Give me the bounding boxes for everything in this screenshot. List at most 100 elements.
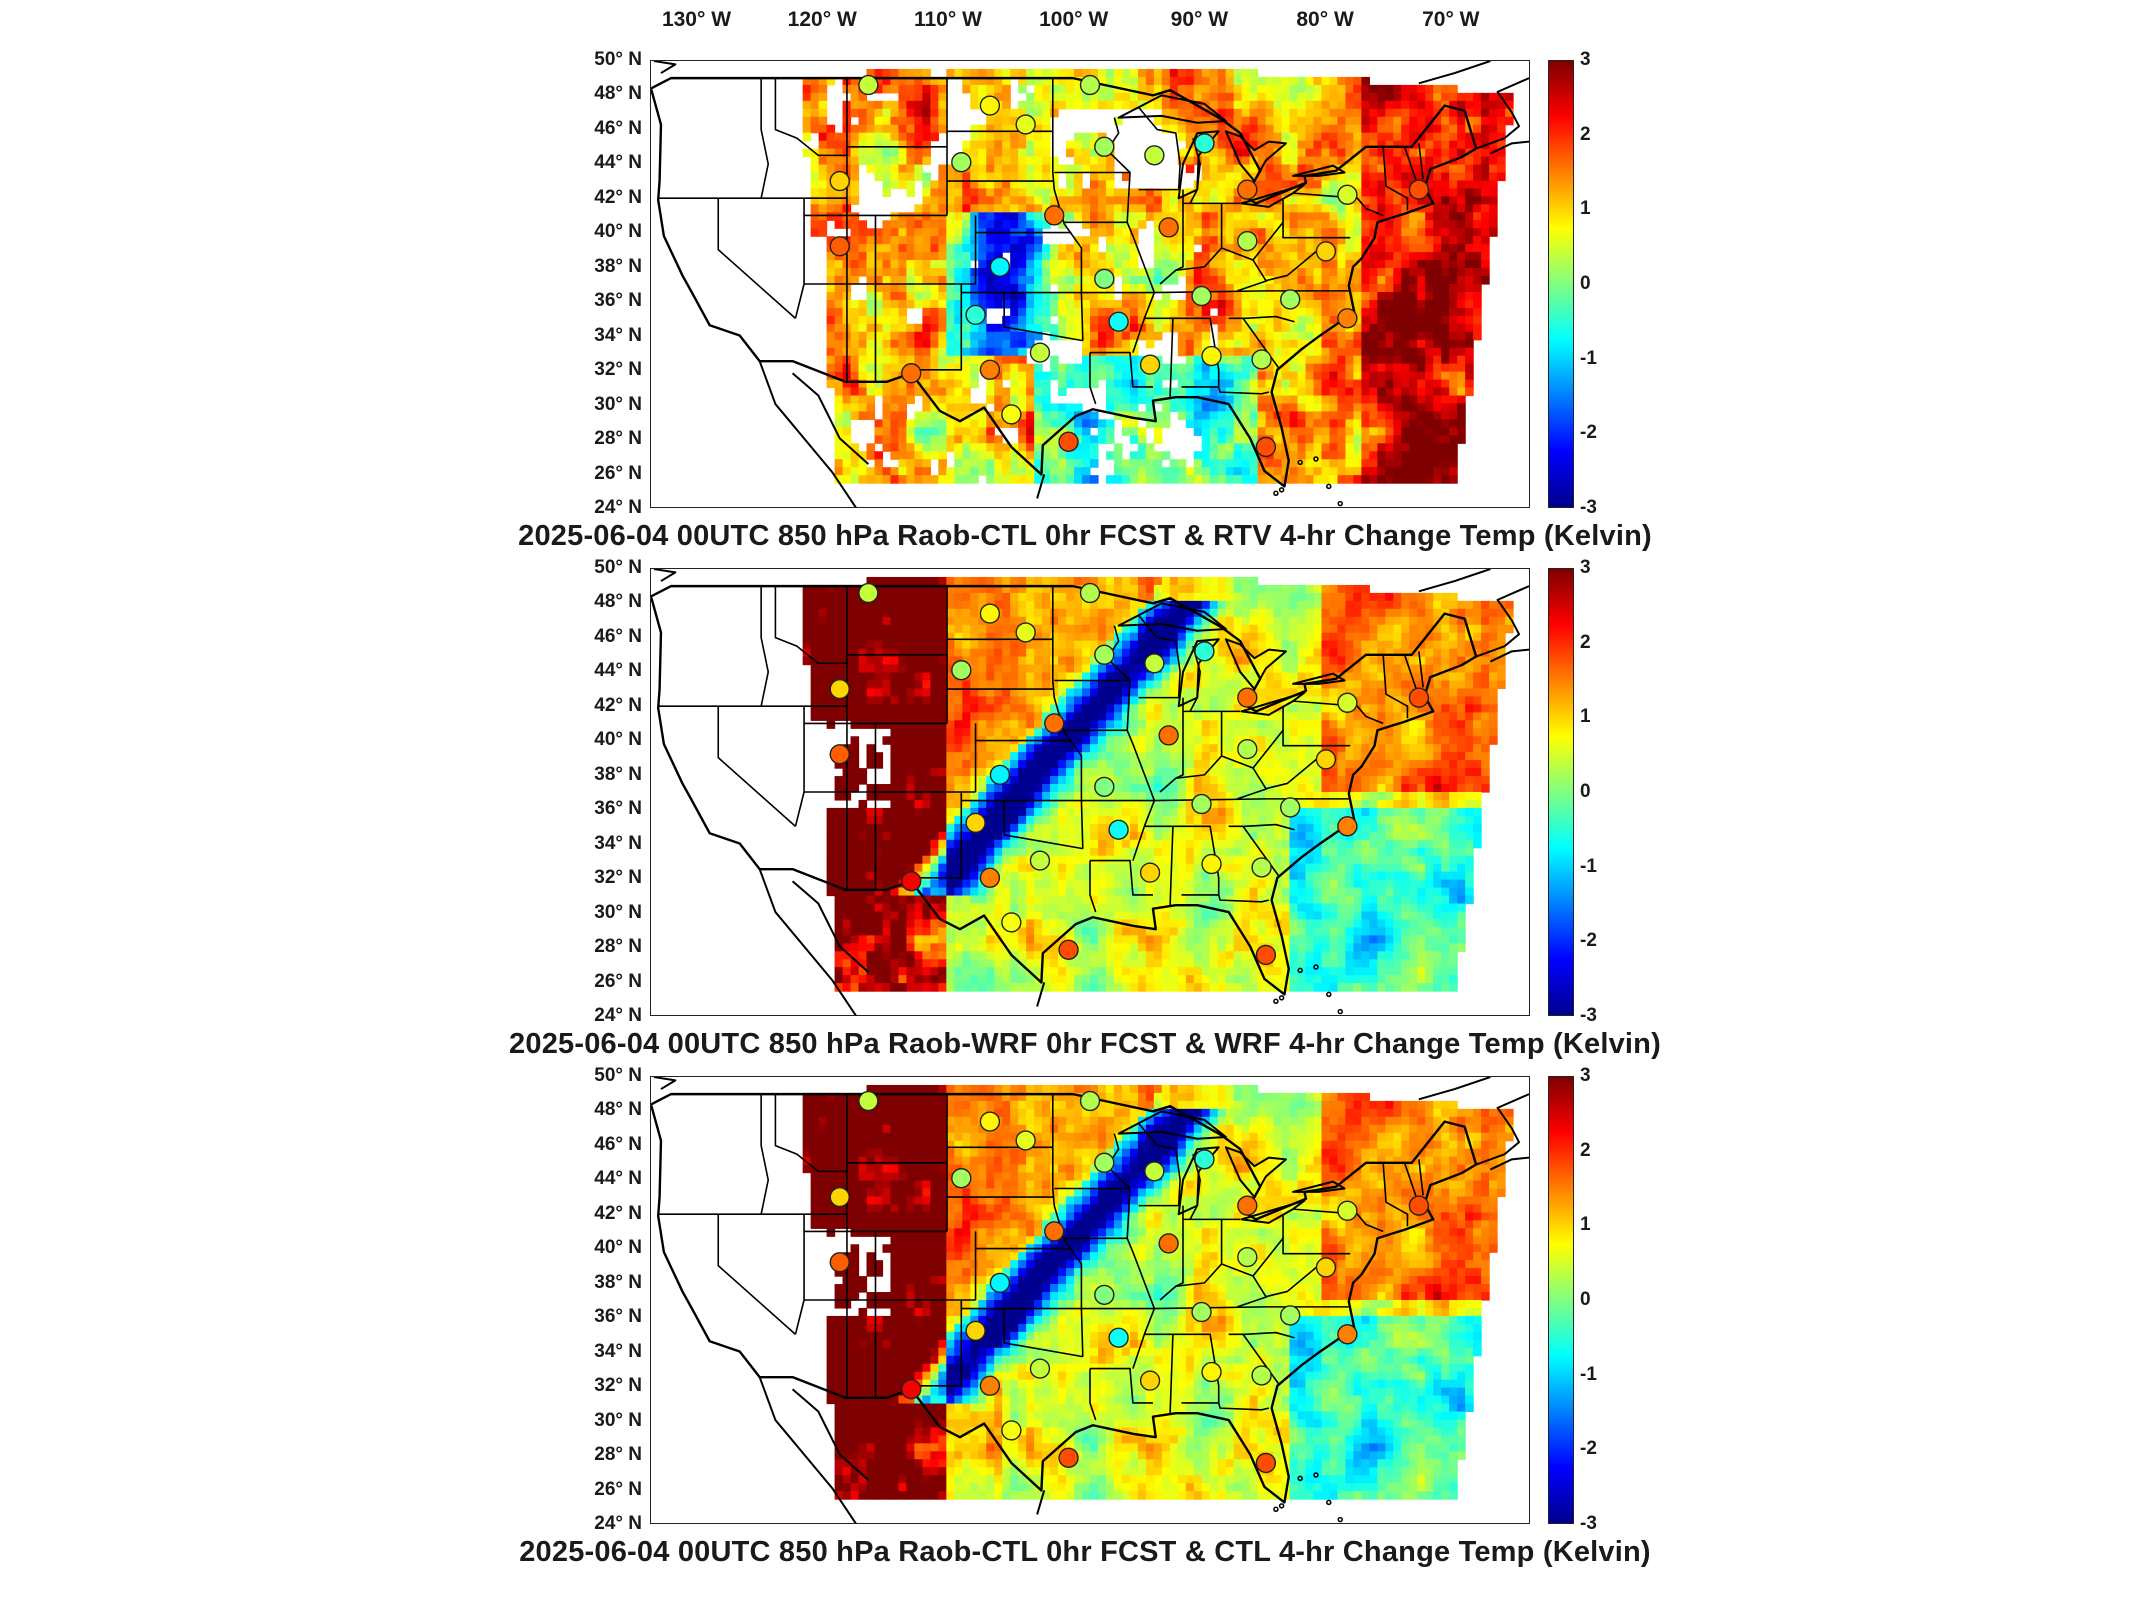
raob-station-marker bbox=[1315, 241, 1337, 262]
latitude-label: 50° N bbox=[594, 1065, 642, 1086]
raob-station-marker bbox=[1255, 1452, 1277, 1474]
colorbar-tick: 1 bbox=[1580, 706, 1591, 728]
raob-station-marker bbox=[1337, 1324, 1358, 1345]
state-boundary bbox=[1175, 202, 1223, 272]
coastline bbox=[791, 372, 870, 465]
colorbar-tick: -2 bbox=[1580, 930, 1597, 952]
raob-station-marker bbox=[1001, 404, 1022, 425]
longitude-label: 90° W bbox=[1170, 8, 1229, 31]
latitude-label: 50° N bbox=[594, 49, 642, 70]
colorbar bbox=[1548, 60, 1574, 508]
raob-station-marker bbox=[979, 1111, 1001, 1132]
colorbar-tick: 0 bbox=[1580, 273, 1591, 294]
colorbar-tick: 2 bbox=[1580, 1139, 1591, 1161]
state-boundary bbox=[1418, 143, 1424, 180]
raob-station-marker bbox=[1158, 725, 1179, 746]
colorbar-tick: -2 bbox=[1580, 1438, 1597, 1460]
latitude-label: 30° N bbox=[594, 1409, 642, 1431]
coastline bbox=[1418, 569, 1491, 593]
state-boundary bbox=[1089, 1368, 1097, 1421]
state-boundary bbox=[1081, 1307, 1156, 1369]
state-boundary bbox=[1242, 1333, 1280, 1385]
panel-title: 2025-06-04 00UTC 850 hPa Raob-CTL 0hr FC… bbox=[518, 520, 1652, 552]
latitude-axis-labels: 50° N 48° N 46° N 44° N 42° N 40° N 38° N 36° N… bbox=[570, 1065, 642, 1534]
longitude-label: 130° W bbox=[661, 8, 732, 31]
raob-station-marker bbox=[1079, 582, 1101, 604]
raob-station-marker bbox=[829, 1252, 850, 1273]
coastline bbox=[1489, 1156, 1529, 1171]
colorbar-tick: -1 bbox=[1580, 855, 1597, 877]
colorbar bbox=[1548, 568, 1574, 1016]
geographic-boundaries bbox=[651, 61, 1529, 507]
raob-station-marker bbox=[979, 603, 1001, 624]
raob-station-marker bbox=[1337, 692, 1358, 713]
latitude-label: 48° N bbox=[594, 1099, 642, 1121]
latitude-label: 48° N bbox=[594, 83, 642, 105]
latitude-label: 34° N bbox=[594, 832, 642, 854]
island bbox=[1273, 1506, 1279, 1513]
raob-station-marker bbox=[1251, 349, 1272, 370]
state-boundary bbox=[1106, 625, 1156, 801]
map-panel-2: 50° N 48° N 46° N 44° N 42° N 40° N 38° N 36° N… bbox=[0, 0, 2133, 1060]
raob-station-marker bbox=[1280, 289, 1301, 310]
us-coastline bbox=[651, 76, 1478, 488]
colorbar-tick: 0 bbox=[1580, 781, 1591, 802]
raob-station-marker bbox=[1237, 1195, 1258, 1216]
raob-station-marker bbox=[1058, 939, 1079, 960]
raob-station-marker bbox=[1337, 1200, 1358, 1221]
latitude-label: 28° N bbox=[594, 1444, 642, 1466]
state-boundary bbox=[1106, 117, 1156, 293]
latitude-label: 30° N bbox=[594, 901, 642, 923]
raob-station-marker bbox=[1201, 345, 1222, 367]
island bbox=[1278, 995, 1285, 1001]
latitude-label: 26° N bbox=[594, 1478, 642, 1500]
raob-station-marker bbox=[1194, 641, 1215, 662]
state-boundary bbox=[1237, 787, 1268, 800]
island bbox=[1313, 964, 1319, 970]
raob-station-marker bbox=[1191, 1301, 1212, 1323]
coastline bbox=[1489, 648, 1529, 663]
island bbox=[1278, 487, 1285, 493]
latitude-label: 42° N bbox=[594, 694, 642, 716]
state-boundary bbox=[774, 1094, 847, 1173]
raob-station-marker bbox=[829, 170, 850, 192]
colorbar-tick: 1 bbox=[1580, 198, 1591, 220]
latitude-label: 36° N bbox=[594, 1306, 642, 1328]
coastline bbox=[791, 1388, 870, 1481]
state-boundary bbox=[909, 1300, 963, 1387]
raob-station-marker bbox=[829, 678, 850, 700]
raob-station-marker bbox=[951, 1168, 972, 1189]
raob-station-marker bbox=[1315, 749, 1337, 770]
state-boundary bbox=[794, 706, 805, 827]
state-boundary bbox=[1292, 700, 1384, 725]
state-boundary bbox=[909, 792, 963, 879]
raob-station-marker bbox=[1144, 653, 1165, 674]
state-boundary bbox=[1217, 1402, 1269, 1411]
raob-station-marker bbox=[1139, 862, 1161, 883]
raob-station-marker bbox=[1280, 797, 1301, 818]
raob-station-marker bbox=[1029, 850, 1051, 871]
longitude-label: 110° W bbox=[913, 8, 982, 31]
state-boundary bbox=[1282, 1214, 1351, 1255]
raob-station-marker bbox=[901, 871, 922, 892]
temperature-change-map bbox=[650, 1076, 1530, 1524]
latitude-label: 42° N bbox=[594, 1202, 642, 1224]
raob-station-marker bbox=[1108, 311, 1129, 332]
state-boundary bbox=[760, 78, 770, 199]
coastline bbox=[1418, 61, 1491, 85]
latitude-label: 44° N bbox=[594, 1168, 642, 1190]
island bbox=[1278, 1503, 1285, 1509]
raob-station-marker bbox=[1280, 1305, 1301, 1326]
raob-station-marker bbox=[1201, 853, 1222, 875]
raob-station-marker bbox=[989, 256, 1011, 278]
state-boundary bbox=[1003, 800, 1083, 850]
state-boundary bbox=[1403, 654, 1419, 693]
raob-station-marker bbox=[965, 1320, 986, 1342]
latitude-label: 38° N bbox=[594, 255, 642, 277]
us-coastline bbox=[651, 584, 1478, 996]
latitude-label: 34° N bbox=[594, 1340, 642, 1362]
raob-station-marker bbox=[858, 1090, 879, 1112]
raob-markers bbox=[829, 1090, 1430, 1474]
latitude-label: 48° N bbox=[594, 591, 642, 613]
colorbar-tick: 2 bbox=[1580, 631, 1591, 653]
